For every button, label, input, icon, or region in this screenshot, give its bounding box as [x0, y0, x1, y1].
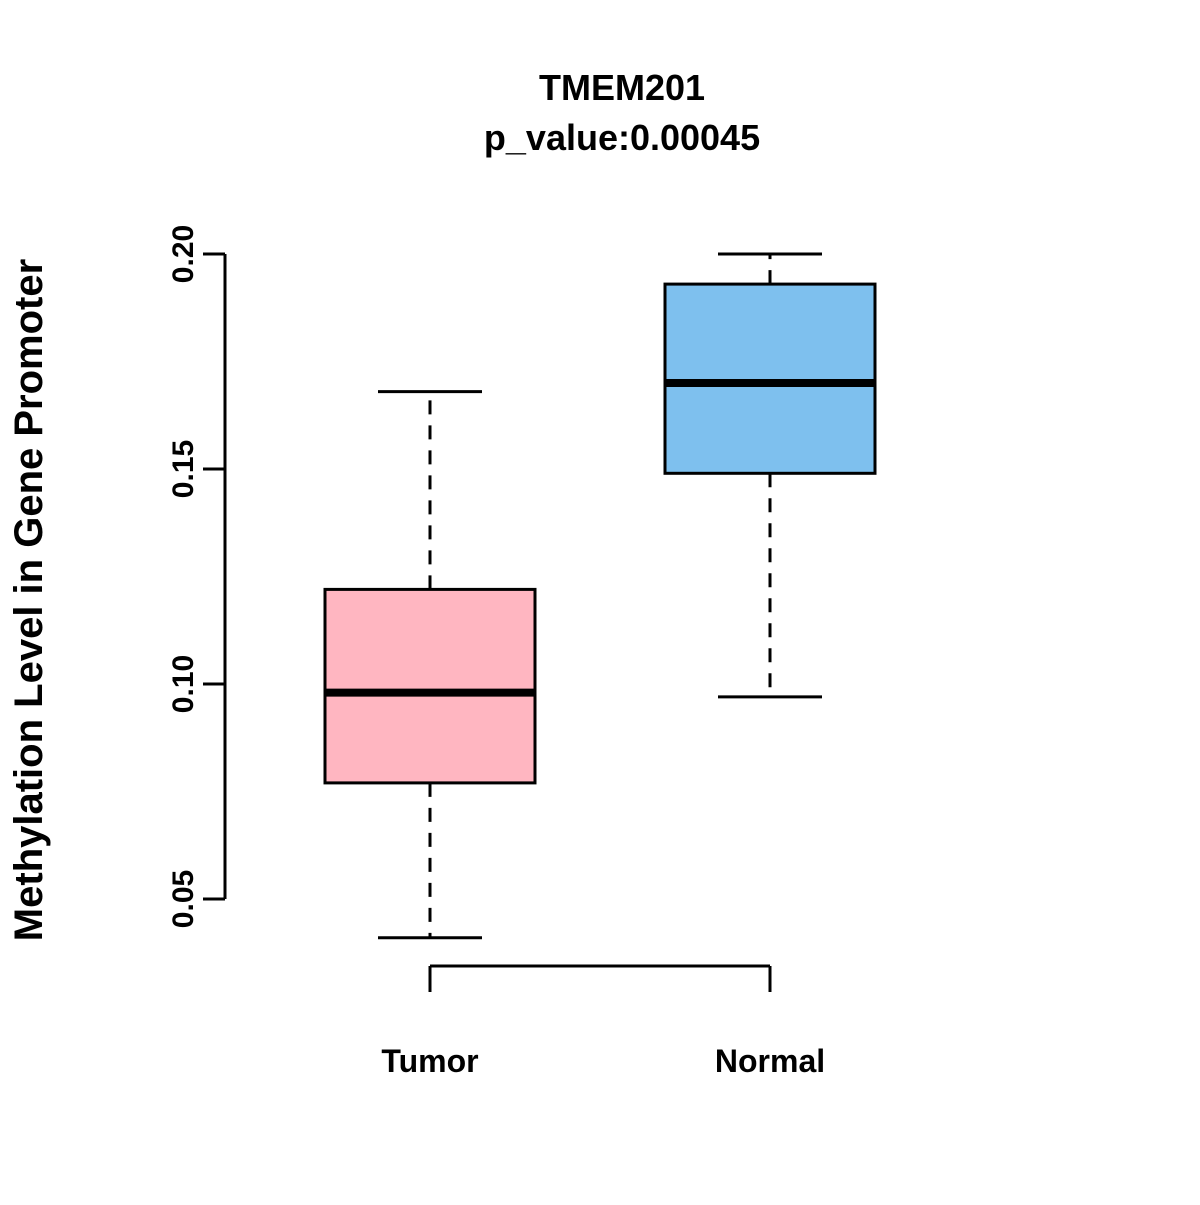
- x-axis: [428, 964, 772, 992]
- category-label: Tumor: [381, 1043, 478, 1079]
- y-tick-label: 0.15: [167, 440, 200, 498]
- box-tumor: Tumor: [323, 390, 537, 1079]
- plot-area: 0.05 0.10 0.15 0.20 Tumor Normal: [167, 225, 877, 1079]
- plot-subtitle: p_value:0.00045: [484, 117, 760, 158]
- iqr-box: [323, 587, 537, 785]
- y-tick-label: 0.05: [167, 870, 200, 928]
- iqr-box: [663, 282, 877, 475]
- box-normal: Normal: [663, 252, 877, 1079]
- y-tick-label: 0.20: [167, 225, 200, 283]
- y-axis: 0.05 0.10 0.15 0.20: [167, 225, 227, 928]
- y-axis-label: Methylation Level in Gene Promoter: [7, 259, 51, 941]
- plot-title: TMEM201: [539, 67, 705, 108]
- y-tick-label: 0.10: [167, 655, 200, 713]
- category-label: Normal: [715, 1043, 825, 1079]
